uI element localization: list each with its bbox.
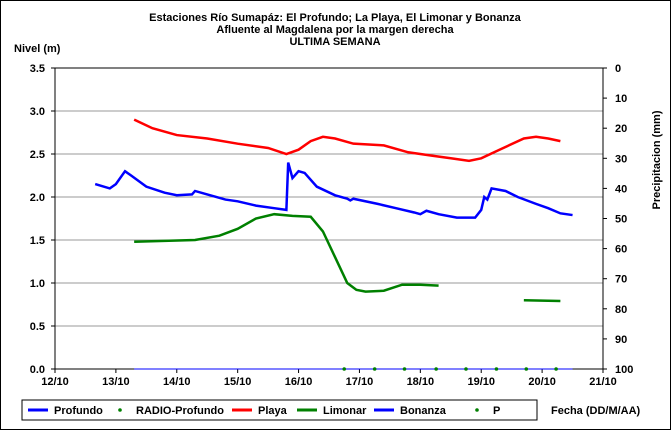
y2-tick-label: 70: [615, 274, 627, 286]
y2-tick-label: 60: [615, 244, 627, 256]
series-dot: [524, 367, 529, 371]
legend-label: Bonanza: [400, 405, 447, 417]
chart-title: ULTIMA SEMANA: [289, 36, 380, 48]
y-axis-label: Nivel (m): [14, 43, 61, 55]
x-tick-label: 16/10: [285, 376, 313, 388]
y2-tick-label: 0: [615, 63, 621, 75]
y-tick-label: 2.5: [30, 149, 45, 161]
legend-label: Limonar: [323, 405, 367, 417]
y2-tick-label: 40: [615, 183, 627, 195]
series-dot: [554, 367, 558, 371]
y2-axis-label: Precipitacion (mm): [651, 110, 663, 209]
chart-title: Estaciones Río Sumapáz: El Profundo; La …: [149, 12, 522, 24]
x-tick-label: 15/10: [224, 376, 252, 388]
chart-title: Afluente al Magdalena por la margen dere…: [216, 24, 454, 36]
legend-swatch: [475, 408, 479, 412]
y2-tick-label: 80: [615, 304, 627, 316]
series-line: [94, 162, 573, 219]
legend-label: RADIO-Profundo: [136, 405, 224, 417]
y-tick-label: 0.0: [30, 364, 45, 376]
y2-tick-label: 100: [615, 364, 633, 376]
series-dot: [464, 367, 468, 371]
x-tick-label: 12/10: [41, 376, 69, 388]
x-tick-label: 14/10: [163, 376, 191, 388]
series-dot: [402, 367, 407, 371]
series-line: [133, 118, 561, 163]
y2-tick-label: 50: [615, 214, 627, 226]
x-tick-label: 21/10: [589, 376, 617, 388]
x-tick-label: 18/10: [407, 376, 435, 388]
y-tick-label: 1.5: [30, 235, 45, 247]
y2-tick-label: 90: [615, 334, 627, 346]
x-tick-label: 20/10: [528, 376, 556, 388]
y2-tick-label: 30: [615, 153, 627, 165]
y-tick-label: 3.0: [30, 106, 45, 118]
y-tick-label: 3.5: [30, 63, 45, 75]
y2-tick-label: 20: [615, 123, 627, 135]
legend-label: P: [493, 405, 500, 417]
legend: [21, 399, 538, 421]
x-tick-label: 13/10: [102, 376, 130, 388]
x-tick-label: 19/10: [467, 376, 495, 388]
series-dot: [342, 367, 347, 371]
y-tick-label: 2.0: [30, 192, 45, 204]
legend-label: Playa: [258, 405, 288, 417]
x-tick-label: 17/10: [346, 376, 374, 388]
series-dot: [494, 367, 499, 371]
series-line: [134, 212, 561, 303]
legend-swatch: [118, 408, 122, 412]
series-dot: [434, 367, 438, 371]
x-axis-label: Fecha (DD/M/AA): [551, 405, 641, 417]
legend-label: Profundo: [54, 405, 103, 417]
y-tick-label: 1.0: [30, 278, 45, 290]
y2-tick-label: 10: [615, 93, 627, 105]
series-dot: [372, 367, 377, 371]
y-tick-label: 0.5: [30, 321, 45, 333]
